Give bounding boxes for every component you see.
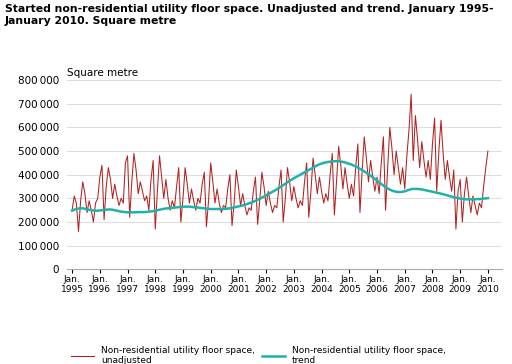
Non-residential utility floor space,
unadjusted [408,92,414,96]
Non-residential utility floor space,
unadjusted [88,208,94,212]
Non-residential utility floor space,
unadjusted [463,175,470,179]
Non-residential utility floor space,
unadjusted [348,182,354,186]
Non-residential utility floor space,
unadjusted [485,149,491,153]
Non-residential utility floor space,
unadjusted [69,208,75,212]
Non-residential utility floor space,
trend [463,197,470,202]
Non-residential utility floor space,
trend [331,159,337,163]
Non-residential utility floor space,
trend [304,169,310,173]
Non-residential utility floor space,
trend [351,163,357,168]
Line: Non-residential utility floor space,
unadjusted: Non-residential utility floor space, una… [72,94,488,232]
Non-residential utility floor space,
unadjusted [304,161,310,165]
Non-residential utility floor space,
trend [69,209,75,213]
Non-residential utility floor space,
unadjusted [186,201,193,205]
Non-residential utility floor space,
trend [86,207,92,212]
Non-residential utility floor space,
trend [430,190,436,194]
Text: Square metre: Square metre [67,68,138,78]
Legend: Non-residential utility floor space,
unadjusted, Non-residential utility floor s: Non-residential utility floor space, una… [71,346,445,364]
Non-residential utility floor space,
trend [485,196,491,200]
Non-residential utility floor space,
unadjusted [75,229,81,234]
Non-residential utility floor space,
unadjusted [430,142,436,146]
Non-residential utility floor space,
trend [124,210,131,214]
Line: Non-residential utility floor space,
trend: Non-residential utility floor space, tre… [72,161,488,212]
Non-residential utility floor space,
trend [186,205,193,209]
Text: Started non-residential utility floor space. Unadjusted and trend. January 1995-: Started non-residential utility floor sp… [5,4,494,26]
